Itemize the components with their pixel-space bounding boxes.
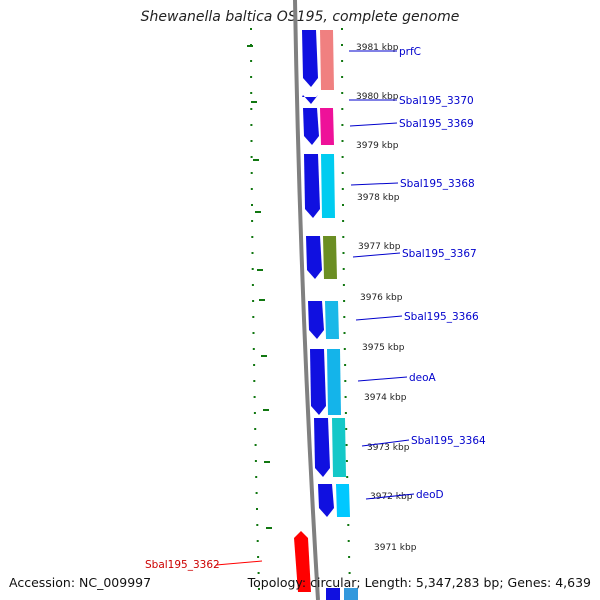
leader-line bbox=[365, 493, 415, 500]
kbp-tick-label: 3978 kbp bbox=[357, 193, 400, 203]
cog-box-2 bbox=[321, 154, 335, 218]
genome-summary-text: Topology: circular; Length: 5,347,283 bp… bbox=[247, 575, 591, 590]
leader-line bbox=[355, 315, 403, 321]
leader-line bbox=[350, 182, 399, 186]
gene-arrow-8 bbox=[318, 484, 334, 517]
genome-backbone bbox=[293, 0, 320, 600]
gene-arrow-6 bbox=[310, 349, 326, 415]
cog-box-3 bbox=[323, 236, 337, 279]
kbp-tick-label: 3971 kbp bbox=[374, 543, 417, 553]
gene-label: Sbal195_3368 bbox=[400, 178, 475, 190]
kbp-tick-label: 3980 kbp bbox=[356, 92, 399, 102]
kbp-tick-label: 3974 kbp bbox=[364, 393, 407, 403]
gene-label: Sbal195_3369 bbox=[399, 118, 474, 130]
kbp-tick-label: 3975 kbp bbox=[362, 343, 405, 353]
gene-label: prfC bbox=[399, 46, 421, 58]
leader-line bbox=[352, 252, 401, 258]
cog-box-7 bbox=[336, 484, 350, 517]
gene-arrow-7 bbox=[314, 418, 330, 477]
leader-line bbox=[361, 439, 410, 447]
gene-label: Sbal195_3367 bbox=[402, 248, 477, 260]
gene-arrow-stub bbox=[326, 588, 340, 600]
cog-box-0 bbox=[320, 30, 334, 90]
cog-box-4 bbox=[325, 301, 339, 339]
cog-box-5 bbox=[327, 349, 341, 415]
gene-label: deoA bbox=[409, 372, 437, 384]
inner-tick-scale bbox=[250, 28, 260, 590]
gene-label: Sbal195_3364 bbox=[411, 435, 486, 447]
gene-arrow-5 bbox=[308, 301, 324, 339]
leader-line-reverse bbox=[215, 560, 263, 566]
gene-label: Sbal195_3370 bbox=[399, 95, 474, 107]
kbp-tick-label: 3979 kbp bbox=[356, 141, 399, 151]
kbp-tick-label: 3977 kbp bbox=[358, 242, 401, 252]
gene-arrow-4 bbox=[306, 236, 322, 279]
reverse-gene-label: Sbal195_3362 bbox=[145, 559, 220, 571]
cog-box-6 bbox=[332, 418, 346, 477]
kbp-tick-label: 3972 kbp bbox=[370, 492, 413, 502]
reverse-gene-arrow bbox=[294, 531, 311, 592]
gene-label: deoD bbox=[416, 489, 444, 501]
gene-arrow-3 bbox=[304, 154, 320, 218]
leader-line bbox=[357, 376, 408, 382]
leader-line bbox=[349, 122, 398, 127]
gene-arrow-1 bbox=[302, 95, 318, 104]
cog-box-1 bbox=[320, 108, 334, 145]
gene-label: Sbal195_3366 bbox=[404, 311, 479, 323]
accession-text: Accession: NC_009997 bbox=[9, 575, 152, 590]
gene-arrow-2 bbox=[303, 108, 319, 145]
kbp-tick-label: 3981 kbp bbox=[356, 43, 399, 53]
outer-tick-scale bbox=[341, 28, 351, 590]
kbp-tick-label: 3973 kbp bbox=[367, 443, 410, 453]
genome-title: Shewanella baltica OS195, complete genom… bbox=[140, 9, 460, 25]
kbp-tick-label: 3976 kbp bbox=[360, 293, 403, 303]
cog-box-stub bbox=[344, 588, 358, 600]
gene-arrow-0 bbox=[302, 30, 318, 87]
